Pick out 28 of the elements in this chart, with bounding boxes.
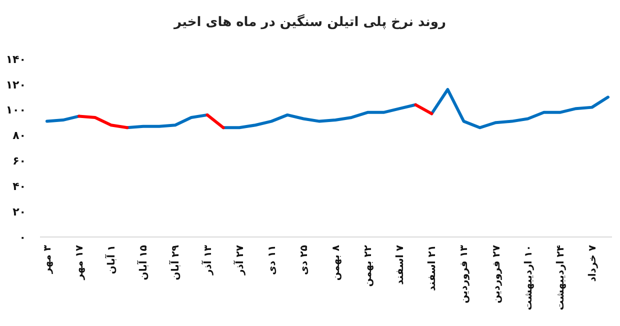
x-tick-label: ۲۴ اردیبهشت	[555, 245, 566, 310]
y-tick-label: ۱۲۰	[6, 78, 26, 92]
x-tick-label: ۲۹ آبان	[168, 245, 182, 280]
x-tick-label: ۲۷ فروردین	[491, 245, 502, 304]
x-tick-label: ۱۳ فروردین	[459, 245, 470, 304]
x-tick-label: ۲۷ آذر	[232, 245, 246, 276]
x-tick-label: ۱۷ مهر	[74, 245, 86, 281]
x-tick-label: ۱۵ آبان	[136, 245, 150, 280]
y-tick-label: ۱۴۰	[6, 52, 26, 66]
x-tick-label: ۲۱ اسفند	[427, 245, 438, 292]
y-tick-label: ۰	[19, 230, 26, 244]
x-tick-label: ۳ مهر	[42, 245, 54, 275]
line-series	[222, 103, 418, 130]
x-tick-label: ۷ خرداد	[587, 245, 598, 282]
x-tick-label: ۱۰ اردیبهشت	[523, 245, 534, 310]
y-tick-label: ۱۰۰	[6, 104, 26, 117]
y-tick-label: ۲۰	[12, 205, 26, 218]
x-tick-label: ۱ آبان	[104, 245, 118, 274]
x-tick-label: ۷ اسفند	[395, 245, 406, 285]
chart-title: روند نرخ پلی اتیلن سنگین در ماه های اخیر	[173, 14, 446, 30]
x-tick-label: ۱۳ آذر	[200, 245, 214, 276]
y-tick-label: ۶۰	[12, 154, 26, 168]
x-tick-label: ۲۲ بهمن	[363, 245, 374, 287]
x-tick-label: ۱۱ دی	[266, 245, 278, 275]
x-tick-label: ۲۵ دی	[298, 245, 310, 275]
y-tick-label: ۴۰	[12, 180, 26, 193]
x-tick-label: ۸ بهمن	[331, 245, 342, 281]
y-tick-label: ۸۰	[12, 129, 26, 142]
